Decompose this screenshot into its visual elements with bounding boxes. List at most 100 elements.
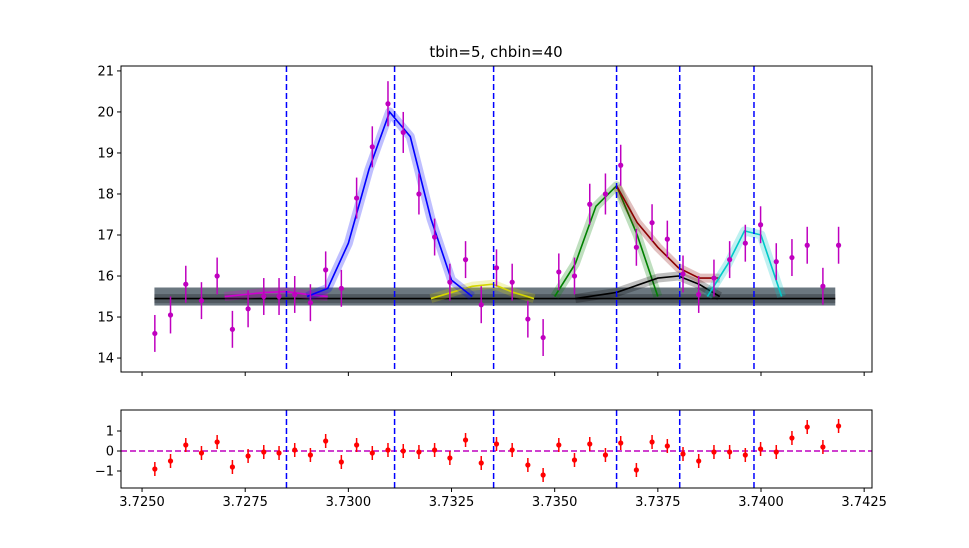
data-point (323, 267, 329, 273)
data-point (323, 438, 329, 444)
data-point (509, 447, 515, 453)
data-point (571, 457, 578, 463)
data-point (447, 455, 453, 461)
data-point (820, 444, 826, 450)
data-point (416, 191, 422, 197)
y-tick-label: 1 (106, 425, 114, 440)
data-point (602, 191, 609, 197)
data-point (354, 442, 360, 448)
y-tick-label: 21 (97, 64, 114, 79)
y-tick-label: 16 (97, 270, 114, 285)
data-point (400, 129, 406, 136)
data-point (789, 254, 795, 261)
data-point (385, 447, 391, 453)
data-point (245, 306, 251, 312)
data-point (711, 449, 717, 455)
data-point (540, 472, 546, 478)
data-point (338, 285, 344, 291)
model-curve (706, 229, 783, 297)
data-point (493, 265, 500, 271)
data-point (245, 453, 251, 459)
data-point (493, 441, 500, 447)
data-point (385, 101, 391, 107)
model-curve (306, 110, 473, 298)
data-point (167, 458, 174, 464)
data-point (680, 271, 686, 277)
data-point (152, 466, 158, 472)
data-point (307, 300, 314, 306)
data-point (416, 449, 422, 455)
data-point (664, 443, 670, 449)
x-tick-label: 3.7425 (841, 495, 887, 510)
model-curve (575, 275, 721, 300)
x-tick-label: 3.7250 (119, 495, 165, 510)
data-point (742, 452, 748, 458)
data-point (773, 449, 779, 455)
data-point (773, 259, 779, 265)
data-point (229, 326, 236, 332)
data-point (462, 257, 469, 263)
data-point (696, 291, 702, 298)
data-point (835, 423, 842, 429)
data-point (292, 447, 298, 453)
data-point (432, 234, 438, 240)
data-point (571, 273, 578, 279)
data-point (509, 279, 515, 285)
data-point (727, 257, 733, 263)
model-curve (430, 283, 535, 300)
data-point (525, 462, 531, 468)
data-point (602, 452, 609, 458)
data-point (711, 275, 717, 281)
data-point (757, 222, 764, 228)
x-tick-label: 3.7275 (222, 495, 268, 510)
data-point (369, 144, 375, 150)
data-point (835, 242, 842, 248)
data-point (478, 460, 484, 466)
data-point (152, 330, 158, 337)
data-point (198, 450, 205, 456)
data-point (462, 437, 469, 443)
data-point (354, 195, 360, 201)
data-point (633, 244, 639, 250)
data-point (229, 464, 236, 470)
data-point (757, 446, 764, 452)
data-point (587, 201, 593, 207)
data-point (664, 236, 670, 242)
data-point (432, 447, 438, 453)
data-point (214, 273, 220, 279)
data-point (276, 293, 282, 300)
data-point (633, 467, 639, 473)
data-point (338, 459, 344, 465)
data-point (587, 441, 593, 447)
data-point (198, 298, 205, 304)
y-tick-label: 0 (106, 445, 114, 460)
y-tick-label: −1 (95, 465, 114, 480)
data-point (214, 439, 220, 445)
data-point (649, 220, 655, 226)
data-point (727, 449, 733, 455)
x-tick-label: 3.7325 (429, 495, 475, 510)
y-tick-label: 17 (97, 228, 114, 243)
x-tick-label: 3.7300 (326, 495, 372, 510)
data-point (276, 450, 282, 456)
data-point (804, 242, 810, 248)
chart-title: tbin=5, chbin=40 (429, 43, 562, 61)
x-tick-label: 3.7350 (532, 495, 578, 510)
data-point (742, 240, 748, 246)
data-point (540, 334, 546, 341)
data-point (680, 451, 686, 457)
model-curve (615, 185, 720, 279)
baseline-band (154, 287, 836, 306)
data-point (478, 302, 484, 308)
data-point (369, 450, 375, 456)
y-tick-label: 14 (97, 352, 114, 367)
data-point (307, 452, 314, 458)
data-point (618, 162, 624, 168)
data-point (649, 439, 655, 445)
data-point (261, 293, 267, 300)
data-point (804, 424, 810, 430)
data-point (696, 458, 702, 464)
data-point (261, 449, 267, 455)
data-point (183, 442, 189, 448)
